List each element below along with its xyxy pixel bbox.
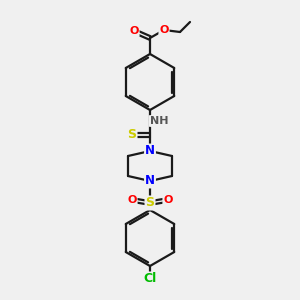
- Text: O: O: [127, 195, 137, 205]
- Text: S: S: [128, 128, 136, 142]
- Text: NH: NH: [150, 116, 168, 126]
- Text: N: N: [145, 175, 155, 188]
- Text: Cl: Cl: [143, 272, 157, 286]
- Text: O: O: [163, 195, 173, 205]
- Text: N: N: [145, 145, 155, 158]
- Text: O: O: [129, 26, 139, 36]
- Text: O: O: [159, 25, 169, 35]
- Text: S: S: [146, 196, 154, 209]
